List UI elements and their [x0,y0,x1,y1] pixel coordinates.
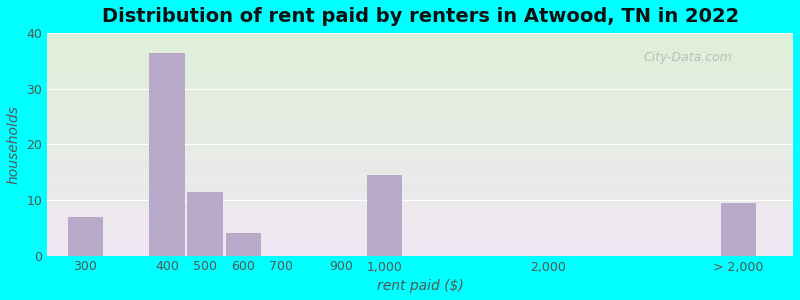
Bar [187,192,223,256]
Bar [150,52,185,256]
Bar [226,233,261,256]
Bar [367,175,402,256]
Bar [68,217,103,256]
Bar [721,203,756,256]
Text: City-Data.com: City-Data.com [644,51,733,64]
Y-axis label: households: households [7,105,21,184]
X-axis label: rent paid ($): rent paid ($) [377,279,463,293]
Title: Distribution of rent paid by renters in Atwood, TN in 2022: Distribution of rent paid by renters in … [102,7,738,26]
